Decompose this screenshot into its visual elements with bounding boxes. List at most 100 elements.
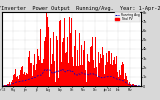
Bar [26, 73, 27, 86]
Bar [99, 63, 100, 86]
Bar [50, 38, 51, 86]
Bar [55, 82, 56, 86]
Bar [6, 85, 7, 86]
Bar [65, 53, 66, 86]
Bar [73, 66, 74, 86]
Bar [28, 57, 29, 86]
Bar [72, 35, 73, 86]
Bar [83, 50, 84, 86]
Bar [52, 54, 53, 86]
Bar [69, 17, 70, 86]
Bar [25, 75, 26, 86]
Bar [33, 65, 34, 86]
Bar [34, 49, 35, 86]
Bar [57, 40, 58, 86]
Bar [58, 78, 59, 86]
Bar [133, 84, 134, 86]
Bar [123, 85, 124, 86]
Bar [130, 84, 131, 86]
Bar [47, 17, 48, 86]
Bar [16, 77, 17, 86]
Bar [14, 74, 15, 86]
Bar [12, 80, 13, 86]
Bar [67, 37, 68, 86]
Bar [112, 65, 113, 86]
Bar [54, 61, 55, 86]
Bar [40, 29, 41, 86]
Bar [110, 64, 111, 86]
Bar [9, 82, 10, 86]
Bar [75, 30, 76, 86]
Bar [114, 57, 115, 86]
Bar [104, 74, 105, 86]
Bar [107, 62, 108, 86]
Bar [43, 59, 44, 86]
Bar [89, 62, 90, 86]
Bar [119, 70, 120, 86]
Bar [88, 46, 89, 86]
Bar [48, 27, 49, 86]
Title: Solar PV/Inverter  Power Output  Running/Avg.  Year: 1-Apr-2013: Solar PV/Inverter Power Output Running/A… [0, 6, 160, 11]
Bar [63, 38, 64, 86]
Bar [126, 76, 127, 86]
Bar [135, 85, 136, 86]
Bar [30, 64, 31, 86]
Bar [129, 82, 130, 86]
Bar [5, 85, 6, 86]
Bar [122, 62, 123, 86]
Bar [100, 54, 101, 86]
Bar [7, 85, 8, 86]
Bar [125, 73, 126, 86]
Bar [29, 51, 30, 86]
Bar [62, 42, 63, 86]
Bar [121, 65, 122, 86]
Bar [31, 61, 32, 86]
Bar [132, 84, 133, 86]
Bar [86, 82, 87, 86]
Bar [92, 37, 93, 86]
Bar [37, 49, 38, 86]
Bar [95, 37, 96, 86]
Bar [82, 65, 83, 86]
Bar [18, 79, 19, 86]
Bar [17, 76, 18, 86]
Bar [87, 54, 88, 86]
Bar [84, 41, 85, 86]
Bar [68, 62, 69, 86]
Bar [106, 53, 107, 86]
Bar [120, 75, 121, 86]
Bar [66, 52, 67, 86]
Bar [98, 52, 99, 86]
Bar [131, 84, 132, 86]
Bar [71, 18, 72, 86]
Bar [61, 47, 62, 86]
Bar [97, 77, 98, 86]
Bar [70, 33, 71, 86]
Bar [4, 85, 5, 86]
Bar [49, 77, 50, 86]
Bar [59, 21, 60, 86]
Bar [117, 72, 118, 86]
Bar [10, 85, 11, 86]
Bar [96, 67, 97, 86]
Bar [124, 79, 125, 86]
Bar [103, 55, 104, 86]
Bar [77, 50, 78, 86]
Bar [36, 64, 37, 86]
Bar [91, 46, 92, 86]
Bar [101, 58, 102, 86]
Bar [85, 70, 86, 86]
Bar [42, 55, 43, 86]
Bar [8, 84, 9, 86]
Bar [15, 78, 16, 86]
Bar [80, 53, 81, 86]
Bar [53, 21, 54, 86]
Bar [44, 41, 45, 86]
Bar [93, 60, 94, 86]
Bar [127, 80, 128, 86]
Bar [22, 66, 23, 86]
Bar [111, 53, 112, 86]
Bar [108, 51, 109, 86]
Bar [51, 64, 52, 86]
Bar [21, 67, 22, 86]
